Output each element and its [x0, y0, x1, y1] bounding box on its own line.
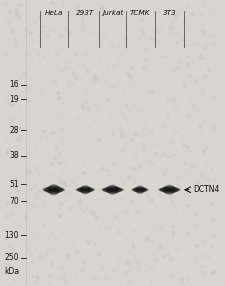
Ellipse shape	[108, 185, 117, 194]
Ellipse shape	[163, 186, 176, 194]
Ellipse shape	[161, 187, 178, 192]
Ellipse shape	[76, 188, 94, 191]
Ellipse shape	[79, 187, 91, 193]
Text: DCTN4: DCTN4	[194, 185, 220, 194]
Ellipse shape	[45, 187, 63, 192]
Ellipse shape	[81, 185, 89, 194]
Ellipse shape	[132, 188, 148, 191]
Ellipse shape	[134, 187, 146, 192]
Ellipse shape	[106, 186, 119, 194]
Ellipse shape	[80, 186, 91, 193]
Ellipse shape	[160, 188, 179, 192]
Ellipse shape	[43, 188, 64, 192]
Ellipse shape	[105, 187, 121, 193]
Ellipse shape	[107, 185, 118, 194]
Text: 3T3: 3T3	[163, 10, 176, 16]
Ellipse shape	[136, 186, 144, 193]
Ellipse shape	[164, 185, 175, 194]
Ellipse shape	[135, 186, 145, 193]
Ellipse shape	[137, 186, 144, 194]
Text: Jurkat: Jurkat	[102, 10, 123, 16]
Ellipse shape	[78, 187, 93, 192]
Text: HeLa: HeLa	[45, 10, 63, 16]
Text: kDa: kDa	[4, 267, 19, 276]
Text: 51: 51	[9, 180, 19, 188]
Text: 130: 130	[4, 231, 19, 240]
Ellipse shape	[47, 185, 60, 194]
Text: TCMK: TCMK	[130, 10, 150, 16]
Text: 70: 70	[9, 196, 19, 206]
Text: 293T: 293T	[76, 10, 94, 16]
Ellipse shape	[135, 187, 145, 192]
Ellipse shape	[133, 188, 147, 191]
Ellipse shape	[159, 188, 180, 191]
Text: 38: 38	[9, 151, 19, 160]
Text: 28: 28	[9, 126, 19, 135]
Text: 19: 19	[9, 95, 19, 104]
Ellipse shape	[47, 186, 61, 194]
Ellipse shape	[81, 186, 90, 194]
Ellipse shape	[136, 189, 144, 190]
Ellipse shape	[162, 187, 178, 193]
Ellipse shape	[162, 186, 177, 193]
Ellipse shape	[165, 185, 174, 194]
Ellipse shape	[48, 185, 59, 195]
Ellipse shape	[103, 188, 122, 192]
Ellipse shape	[79, 187, 92, 192]
Ellipse shape	[106, 186, 120, 193]
Ellipse shape	[102, 188, 123, 191]
Ellipse shape	[48, 189, 59, 191]
Ellipse shape	[46, 186, 62, 193]
Ellipse shape	[104, 187, 122, 192]
Text: 16: 16	[9, 80, 19, 90]
Ellipse shape	[133, 188, 147, 192]
Ellipse shape	[107, 189, 118, 191]
Text: 250: 250	[4, 253, 19, 262]
Ellipse shape	[164, 189, 175, 191]
Ellipse shape	[49, 184, 58, 195]
Ellipse shape	[81, 189, 90, 190]
Ellipse shape	[44, 187, 63, 192]
Ellipse shape	[77, 188, 94, 192]
